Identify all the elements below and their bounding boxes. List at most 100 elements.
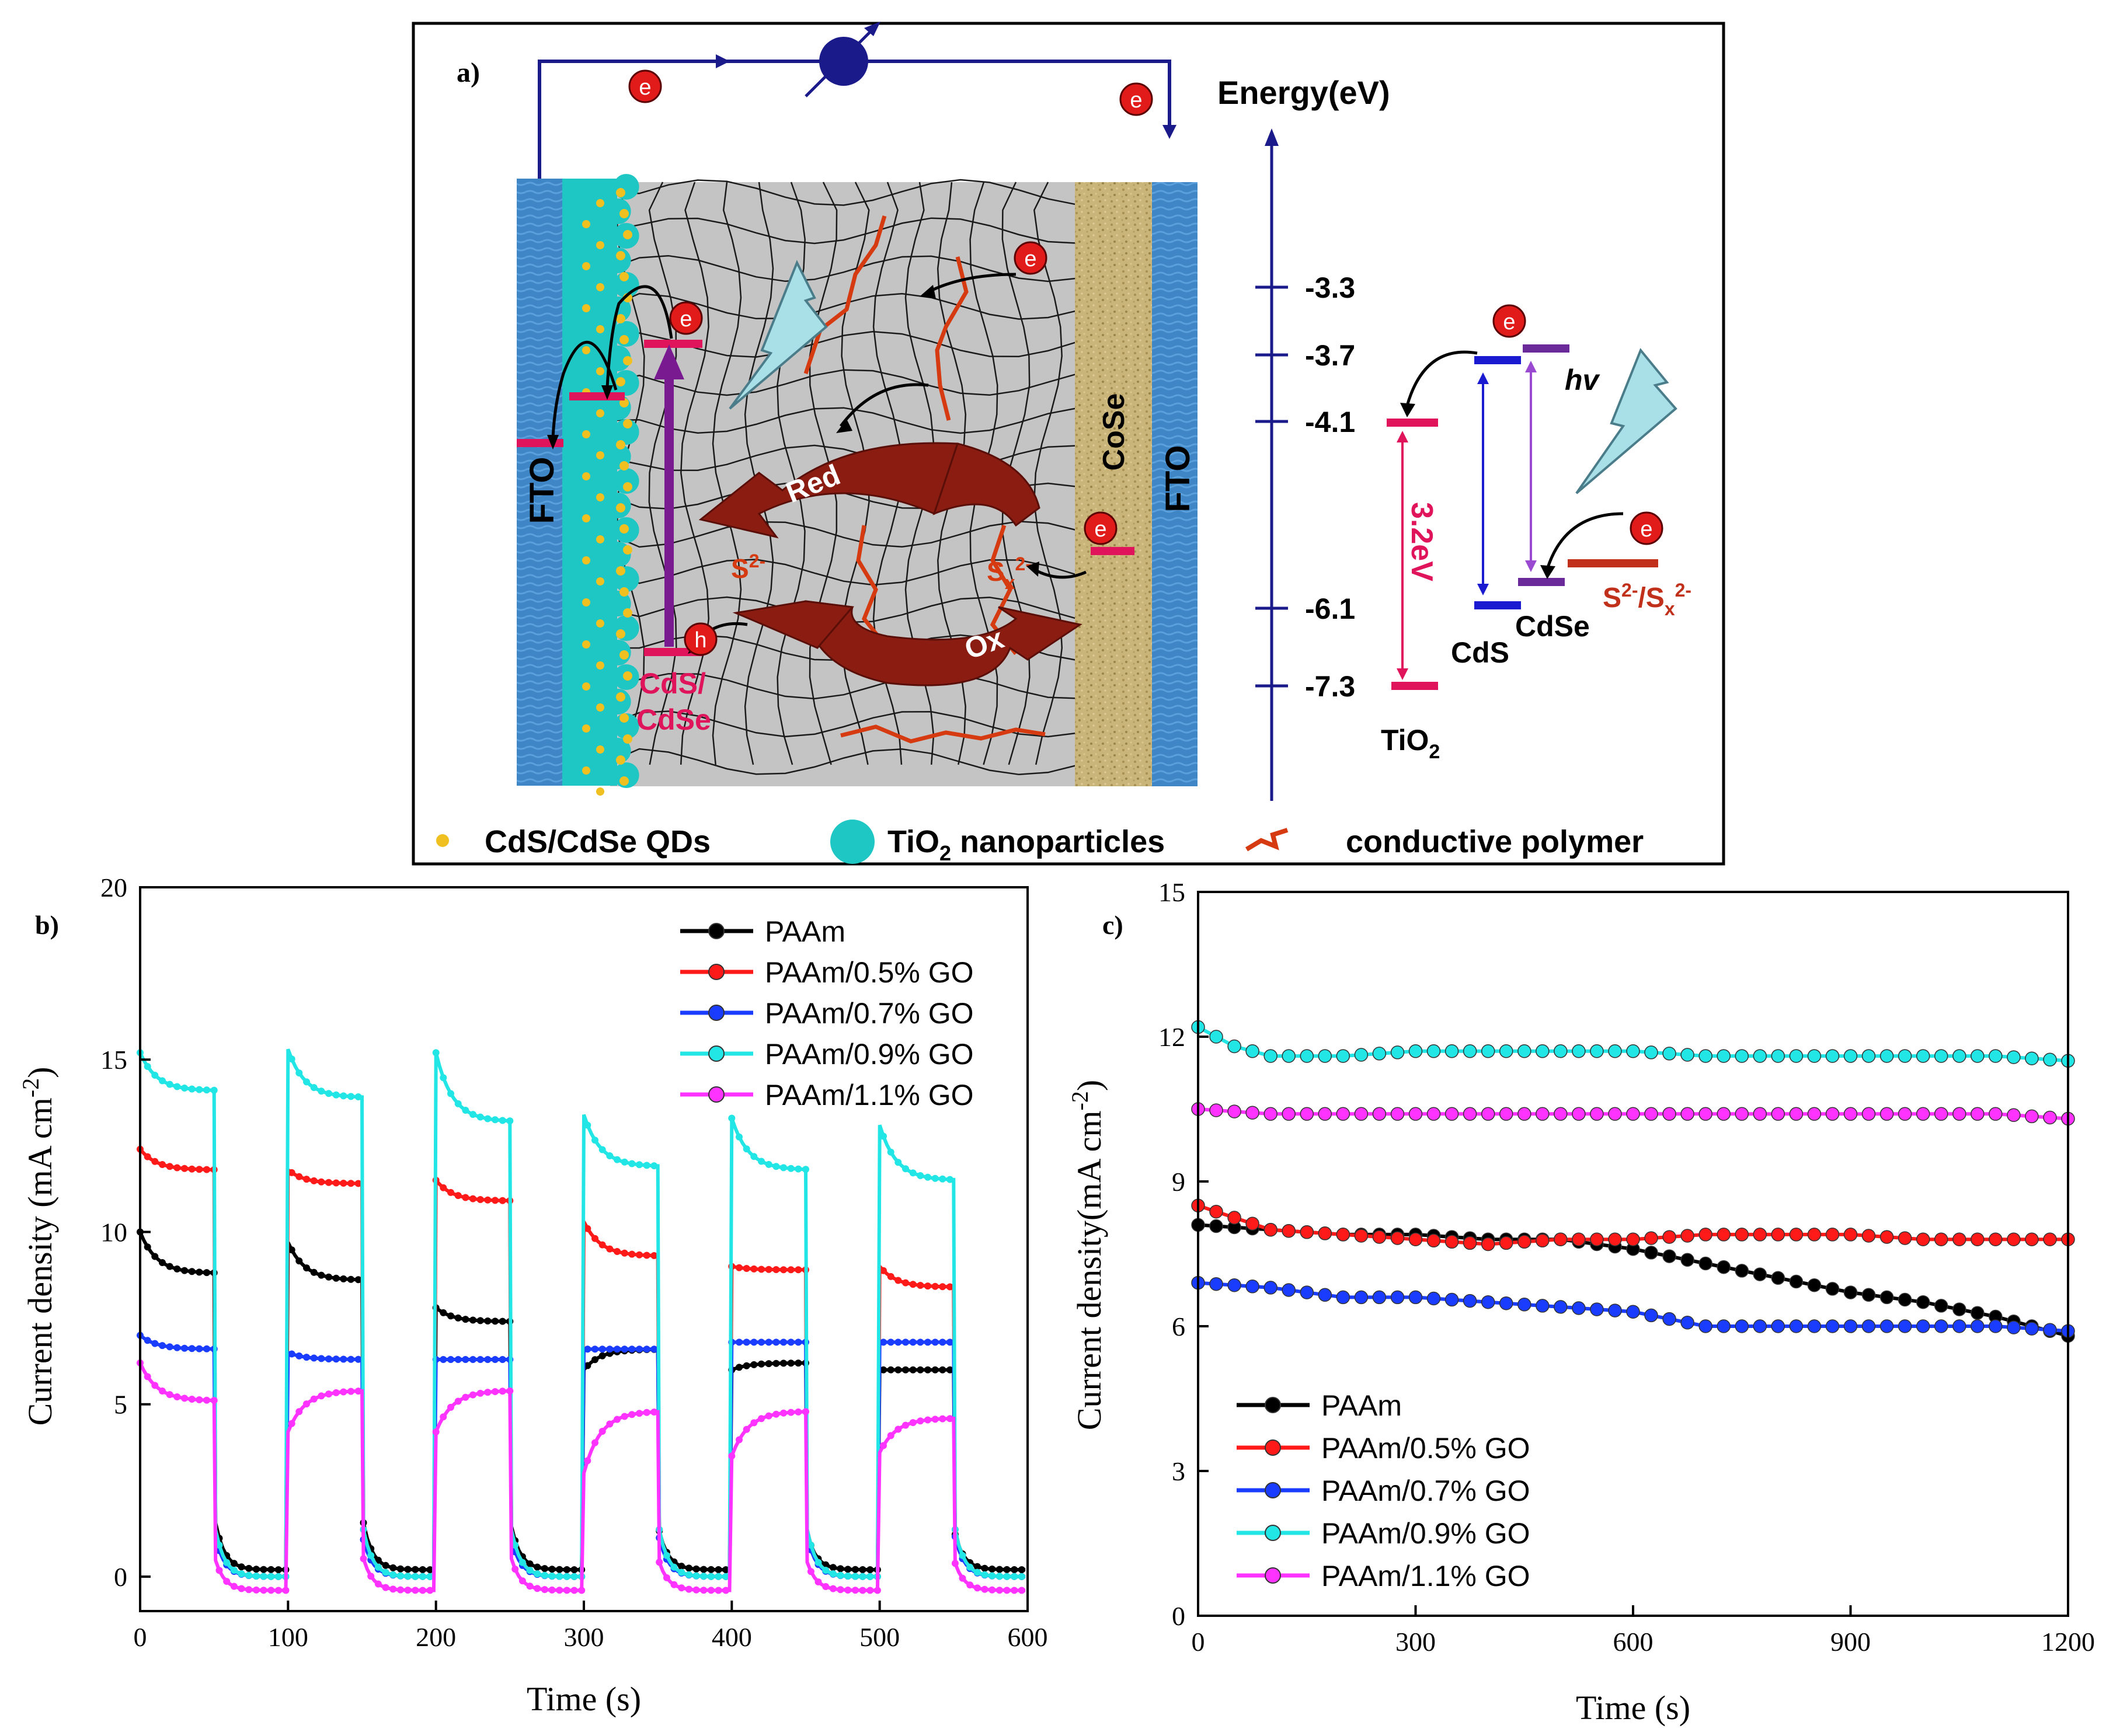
- data-point: [636, 1345, 643, 1353]
- data-point: [837, 1571, 844, 1579]
- data-point: [492, 1317, 499, 1325]
- qd-dot: [616, 440, 625, 449]
- data-point: [758, 1158, 765, 1165]
- series-paam-0-7-go: [1191, 1275, 2075, 1338]
- data-point: [210, 1086, 218, 1094]
- data-point: [1789, 1319, 1804, 1333]
- meter-arrow-icon: [864, 22, 880, 36]
- data-point: [866, 1573, 874, 1580]
- data-point: [1861, 1107, 1876, 1121]
- data-point: [196, 1396, 203, 1403]
- data-point: [1481, 1295, 1495, 1309]
- data-point: [404, 1587, 412, 1594]
- data-point: [1408, 1107, 1423, 1121]
- data-point: [614, 1416, 621, 1423]
- data-point: [1952, 1049, 1966, 1063]
- data-point: [988, 1572, 996, 1580]
- data-point: [1879, 1290, 1894, 1305]
- data-point: [939, 1366, 946, 1374]
- mesh-line: [680, 182, 710, 765]
- data-point: [678, 1568, 685, 1576]
- data-point: [887, 1432, 894, 1439]
- data-point: [159, 1388, 166, 1395]
- data-point: [707, 1573, 715, 1580]
- data-point: [303, 1400, 310, 1408]
- data-point: [476, 1317, 484, 1324]
- data-point: [909, 1338, 917, 1346]
- data-point: [2007, 1232, 2021, 1246]
- data-point: [332, 1179, 340, 1187]
- data-point: [1444, 1292, 1459, 1307]
- data-point: [1336, 1290, 1350, 1305]
- load-meter-icon: [819, 37, 868, 86]
- data-point: [518, 1577, 526, 1585]
- qd-dot: [596, 409, 604, 417]
- data-point: [1481, 1237, 1495, 1252]
- data-point: [1372, 1107, 1387, 1121]
- data-point: [440, 1074, 447, 1082]
- data-point: [506, 1387, 514, 1395]
- data-point: [267, 1587, 275, 1594]
- y-tick-label: 12: [1158, 1022, 1185, 1052]
- data-point: [1879, 1107, 1894, 1121]
- data-point: [1209, 1103, 1223, 1117]
- data-point: [1717, 1319, 1731, 1333]
- tio2-particle: [605, 247, 631, 273]
- data-point: [173, 1265, 181, 1273]
- excitation-arrow-icon: [654, 344, 684, 379]
- data-point: [1209, 1204, 1223, 1219]
- qd-dot: [616, 503, 625, 513]
- tio2-particle: [613, 468, 639, 494]
- data-point: [584, 1345, 591, 1353]
- cb-transfer-arrow: [1405, 350, 1478, 406]
- qd-dot: [596, 535, 604, 543]
- tio2-particle: [605, 689, 631, 714]
- data-point: [1282, 1223, 1296, 1238]
- mesh-line: [648, 182, 677, 765]
- data-point: [499, 1356, 506, 1363]
- tio2-particle: [605, 738, 631, 764]
- data-point: [447, 1090, 454, 1097]
- qd-dot: [616, 692, 625, 702]
- data-point: [1245, 1216, 1259, 1231]
- data-point: [995, 1573, 1003, 1580]
- data-point: [526, 1560, 534, 1568]
- qd-vb-level: [644, 648, 702, 656]
- data-point: [946, 1366, 953, 1374]
- data-point: [902, 1366, 909, 1374]
- series-line: [138, 1362, 1026, 1592]
- data-point: [758, 1415, 765, 1423]
- data-point: [715, 1587, 722, 1594]
- x-tick-label: 400: [712, 1622, 752, 1652]
- data-point: [360, 1555, 367, 1563]
- mesh-line: [610, 521, 1078, 548]
- data-point: [1227, 1211, 1241, 1225]
- data-point: [144, 1243, 151, 1251]
- data-point: [166, 1080, 173, 1088]
- qd-dot: [582, 514, 590, 522]
- data-point: [1662, 1047, 1676, 1061]
- data-point: [151, 1253, 159, 1260]
- energy-tick-label: -4.1: [1305, 406, 1355, 438]
- data-point: [902, 1279, 909, 1287]
- legend-qds: CdS/CdSe QDs: [485, 824, 711, 859]
- qd-dot: [596, 745, 604, 754]
- data-point: [1263, 1107, 1277, 1121]
- cds-vb-level: [1474, 601, 1521, 609]
- x-tick-label: 0: [1192, 1627, 1205, 1657]
- data-point: [548, 1586, 556, 1594]
- data-point: [1536, 1044, 1550, 1058]
- data-point: [1861, 1049, 1876, 1063]
- qd-dot: [616, 314, 625, 323]
- data-point: [440, 1309, 447, 1316]
- data-point: [1499, 1296, 1513, 1310]
- data-point: [873, 1587, 881, 1594]
- data-point: [1971, 1306, 1985, 1320]
- data-point: [1463, 1294, 1477, 1308]
- data-point: [736, 1436, 743, 1444]
- data-point: [722, 1587, 730, 1594]
- data-point: [692, 1565, 700, 1573]
- cdse-label: CdSe: [1515, 610, 1590, 643]
- cds-arrow-down-icon: [1477, 584, 1489, 595]
- panel-a-label: a): [457, 57, 480, 88]
